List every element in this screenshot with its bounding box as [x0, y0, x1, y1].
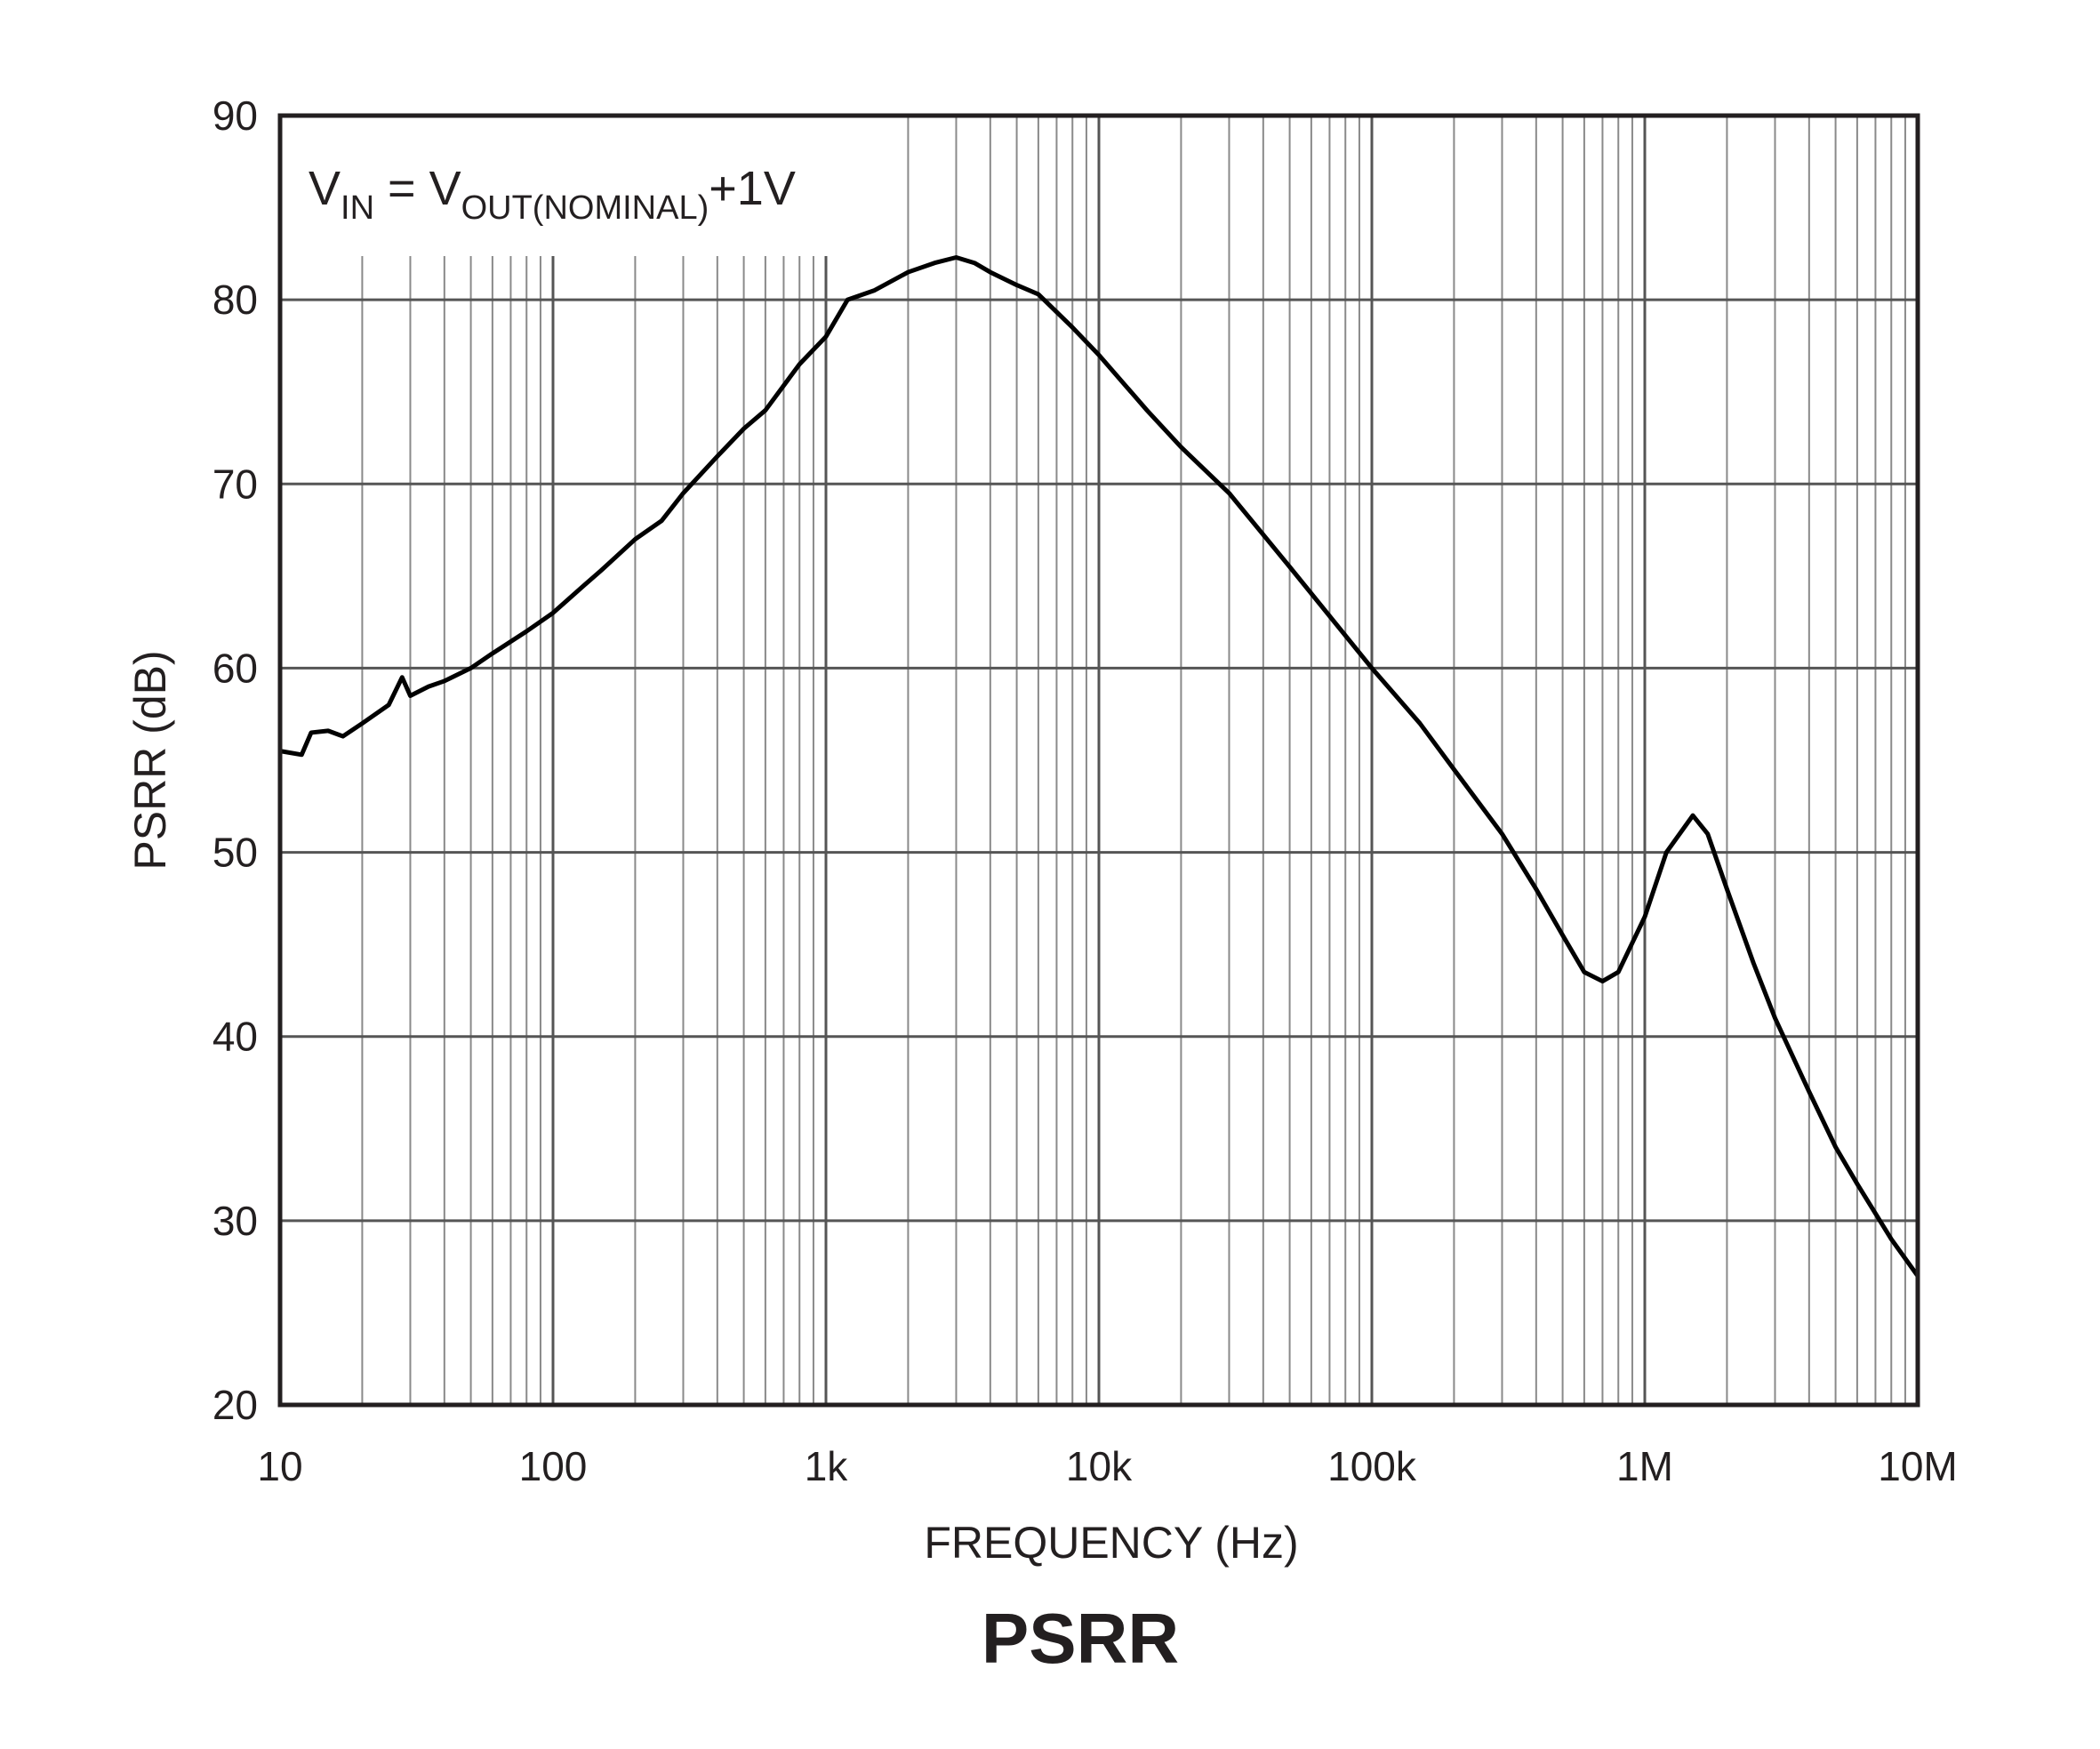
y-tick-label: 50: [212, 830, 258, 876]
y-tick-label: 40: [212, 1014, 258, 1060]
annotation-text: = V: [374, 162, 461, 215]
grid: [278, 114, 1920, 1407]
y-axis-label: PSRR (dB): [125, 650, 175, 870]
y-tick-label: 80: [212, 277, 258, 323]
y-tick-label: 30: [212, 1198, 258, 1244]
x-tick-label: 10: [257, 1443, 302, 1489]
plot: [279, 255, 1920, 1278]
x-tick-label: 10M: [1878, 1443, 1957, 1489]
plot-border: [277, 113, 1920, 1408]
x-tick-label: 1M: [1616, 1443, 1673, 1489]
y-tick-label: 70: [212, 461, 258, 507]
y-tick-label: 60: [212, 645, 258, 691]
x-tick-label: 1k: [805, 1443, 849, 1489]
annotation-subscript: OUT(NOMINAL): [461, 189, 709, 227]
line-series: [279, 255, 1920, 1278]
y-tick-label: 20: [212, 1382, 258, 1428]
x-tick-label: 10k: [1066, 1443, 1133, 1489]
x-tick-label: 100k: [1327, 1443, 1417, 1489]
annotation-box: [280, 116, 867, 256]
x-axis-label: FREQUENCY (Hz): [924, 1518, 1298, 1568]
annotation-subscript: IN: [341, 189, 374, 227]
annotation: VIN = VOUT(NOMINAL)+1V: [309, 162, 796, 227]
annotation-text: V: [309, 162, 341, 215]
y-tick-label: 90: [212, 92, 258, 139]
annotation-text: +1V: [709, 162, 796, 215]
chart-title: PSRR: [982, 1599, 1179, 1678]
x-tick-label: 100: [519, 1443, 588, 1489]
